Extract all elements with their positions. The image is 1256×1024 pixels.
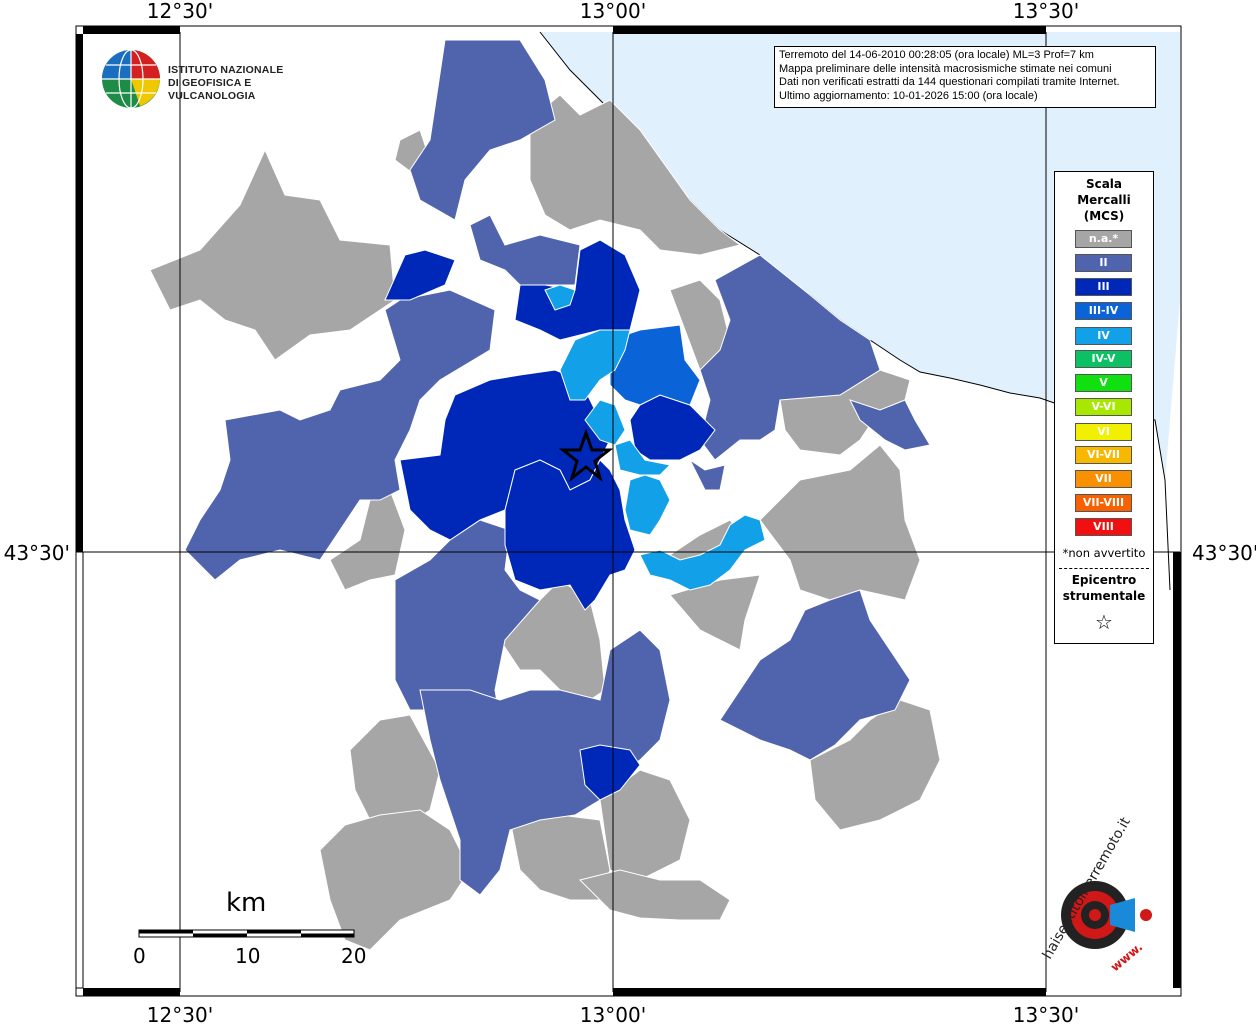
area-iv <box>614 439 672 476</box>
epicenter-star <box>558 428 614 483</box>
legend-title-1: Scala <box>1085 177 1123 191</box>
lat-tick-left: 43°30' <box>4 541 70 565</box>
legend-item-iv-v: IV-V <box>1075 350 1132 368</box>
area-ii <box>469 214 581 286</box>
area-na <box>669 574 761 651</box>
last-update: Ultimo aggiornamento: 10-01-2026 15:00 (… <box>779 89 1038 102</box>
scale-bar <box>138 929 355 938</box>
lon-tick-top-3: 13°30' <box>1013 0 1079 23</box>
ingv-logo: ISTITUTO NAZIONALE DI GEOFISICA E VULCAN… <box>100 46 330 112</box>
lat-tick-right: 43°30' <box>1192 541 1256 565</box>
graticule <box>76 32 1180 992</box>
legend-item-vi: VI <box>1075 423 1132 441</box>
event-info-box: Terremoto del 14-06-2010 00:28:05 (ora l… <box>774 46 1156 108</box>
area-ii <box>699 254 881 461</box>
legend-title-3: (MCS) <box>1083 209 1125 223</box>
area-iii <box>579 744 641 801</box>
legend-item-iii: III <box>1075 278 1132 296</box>
legend-item-vi-vii: VI-VII <box>1075 446 1132 464</box>
lon-tick-top-1: 12°30' <box>147 0 213 23</box>
adriatic-sea <box>540 32 1180 480</box>
legend-item-v: V <box>1075 374 1132 392</box>
scale-tick-10: 10 <box>235 944 261 968</box>
legend-epicenter-2: strumentale <box>1062 589 1146 603</box>
legend-item-v-vi: V-VI <box>1075 398 1132 416</box>
area-iii <box>384 249 456 301</box>
area-iv <box>544 284 576 311</box>
legend-note: *non avvertito <box>1062 546 1146 560</box>
legend-title-2: Mercalli <box>1077 193 1131 207</box>
globe-icon <box>102 49 160 109</box>
frame-bars <box>75 26 1181 996</box>
hsit-url: www. <box>1108 940 1145 975</box>
area-na <box>579 869 731 921</box>
area-ii <box>409 39 556 221</box>
area-ii <box>719 589 911 761</box>
area-ii <box>184 289 496 581</box>
area-iii <box>629 394 716 461</box>
area-iv <box>584 399 626 446</box>
legend-item-vii: VII <box>1075 470 1132 488</box>
legend-item-iii-iv: III-IV <box>1075 302 1132 320</box>
legend-item-vii-viii: VII-VIII <box>1075 494 1132 512</box>
lon-tick-bottom-3: 13°30' <box>1013 1003 1079 1024</box>
legend-item-viii: VIII <box>1075 518 1132 536</box>
area-na <box>319 809 471 951</box>
area-na <box>759 444 921 601</box>
area-na <box>809 699 941 831</box>
data-note: Dati non verificati estratti da 144 ques… <box>779 76 1120 88</box>
event-title: Terremoto del 14-06-2010 00:28:05 (ora l… <box>779 49 1094 61</box>
area-iii <box>504 459 636 611</box>
lon-tick-bottom-2: 13°00' <box>580 1003 646 1024</box>
legend-item-ii: II <box>1075 254 1132 272</box>
area-na <box>529 94 742 256</box>
area-ii <box>849 399 931 451</box>
legend-item-na: n.a.* <box>1075 230 1132 248</box>
area-na <box>149 148 396 361</box>
map-description: Mappa preliminare delle intensità macros… <box>779 62 1112 75</box>
area-na <box>349 714 441 831</box>
legend-epicenter-1: Epicentro <box>1071 573 1137 587</box>
scale-tick-20: 20 <box>341 944 367 968</box>
ingv-name-line1: ISTITUTO NAZIONALE <box>168 64 284 76</box>
legend-item-iv: IV <box>1075 327 1132 345</box>
star-icon: ☆ <box>1095 610 1113 634</box>
legend-divider <box>1059 568 1149 569</box>
mcs-legend: Scala Mercalli (MCS) n.a.* II III III-IV… <box>1054 171 1154 644</box>
ingv-name-line2: DI GEOFISICA E VULCANOLOGIA <box>168 77 256 102</box>
area-iv <box>624 474 671 536</box>
hsit-badge: haisentitoilterremoto.it www. <box>1040 814 1152 974</box>
lon-tick-bottom-1: 12°30' <box>147 1003 213 1024</box>
lon-tick-top-2: 13°00' <box>580 0 646 23</box>
area-iii-iv <box>609 324 701 406</box>
scale-tick-0: 0 <box>133 944 146 968</box>
area-ii <box>688 458 726 491</box>
area-iv <box>639 514 766 591</box>
area-na <box>329 489 406 591</box>
scale-title: km <box>226 888 267 918</box>
